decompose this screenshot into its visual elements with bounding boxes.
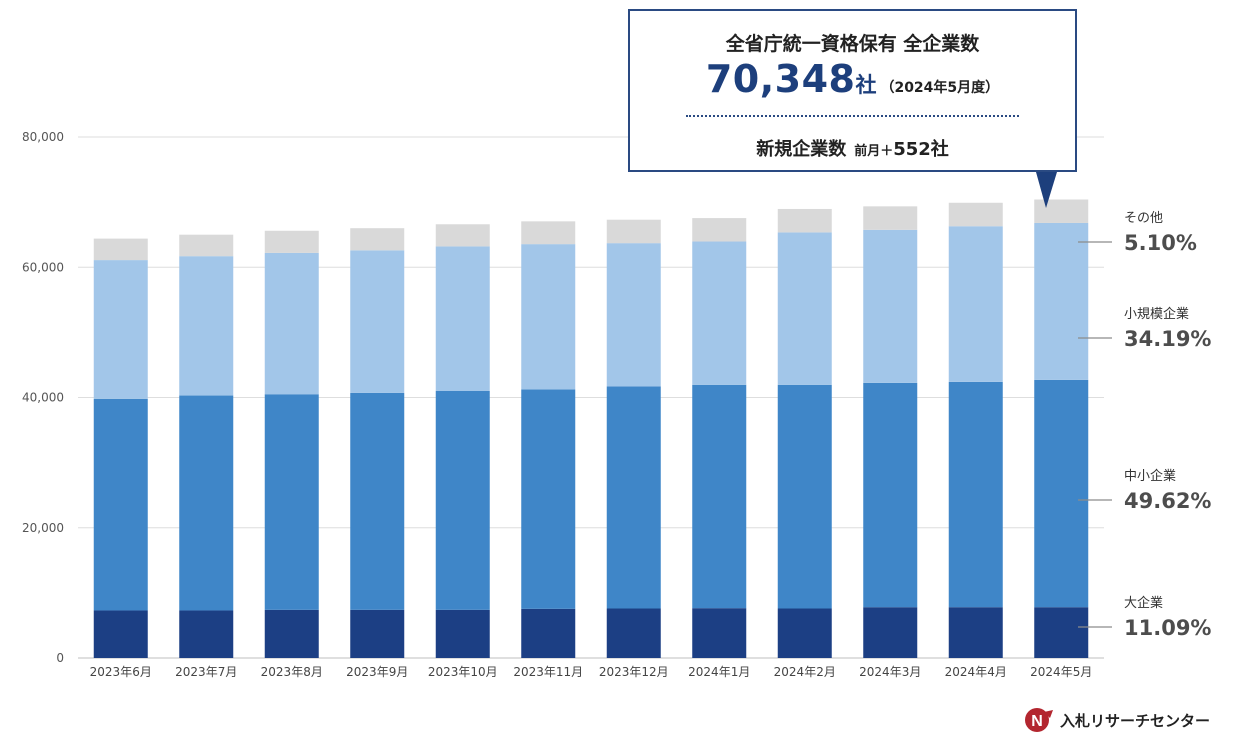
delta-value: 552社 <box>893 139 949 160</box>
bar-segment <box>521 221 576 245</box>
y-axis-labels: 0 20,000 40,000 60,000 80,000 <box>22 130 64 665</box>
share-series-name: 小規模企業 <box>1124 306 1189 322</box>
share-value: 34.19% <box>1124 327 1211 351</box>
bar-segment <box>777 208 832 233</box>
x-tick-label: 2023年8月 <box>261 665 323 679</box>
bar-segment <box>1034 379 1089 608</box>
x-tick-label: 2023年10月 <box>428 665 498 679</box>
y-tick-label: 80,000 <box>22 130 64 144</box>
y-tick-label: 60,000 <box>22 260 64 274</box>
bar-segment <box>521 608 576 658</box>
bar-segment <box>93 398 148 611</box>
share-series-name: 大企業 <box>1124 595 1163 611</box>
bar-segment <box>521 244 576 390</box>
y-tick-label: 40,000 <box>22 391 64 405</box>
x-tick-label: 2023年7月 <box>175 665 237 679</box>
callout-title: 全省庁統一資格保有 全企業数 <box>725 33 980 55</box>
bar-segment <box>948 226 1003 382</box>
bar-segment <box>264 609 319 658</box>
share-value: 5.10% <box>1124 231 1197 255</box>
dotted-separator <box>686 115 1019 117</box>
x-tick-label: 2024年4月 <box>945 665 1007 679</box>
bar-segment <box>777 608 832 658</box>
bar-segment <box>606 243 661 387</box>
callout-pointer <box>1036 172 1057 208</box>
bar-segment <box>264 230 319 253</box>
bar-segment <box>93 238 148 261</box>
x-tick-label: 2024年3月 <box>859 665 921 679</box>
grid-lines <box>78 136 1104 659</box>
bar-segment <box>350 250 405 393</box>
x-tick-label: 2023年11月 <box>513 665 583 679</box>
bar-segment <box>1034 199 1089 223</box>
bar-segment <box>1034 222 1089 380</box>
bar-segment <box>93 610 148 658</box>
share-series-name: その他 <box>1124 211 1163 226</box>
bar-segment <box>863 382 918 608</box>
brand-logo: N 入札リサーチセンター <box>1024 706 1210 734</box>
bar-segment <box>435 224 490 247</box>
bar-segment <box>350 392 405 610</box>
bar-segment <box>863 607 918 658</box>
new-companies-label: 新規企業数 <box>756 139 847 160</box>
bar-segment <box>264 394 319 610</box>
x-tick-label: 2024年5月 <box>1030 665 1092 679</box>
bar-segment <box>606 219 661 244</box>
bar-segment <box>948 607 1003 658</box>
bar-segment <box>521 389 576 609</box>
share-series-name: 中小企業 <box>1124 468 1176 484</box>
bar-segment <box>93 260 148 399</box>
bar-segment <box>435 390 490 610</box>
bar-segment <box>179 395 234 611</box>
bar-segment <box>179 610 234 658</box>
bar-segment <box>948 202 1003 227</box>
bar-segment <box>777 232 832 385</box>
x-tick-label: 2024年2月 <box>774 665 836 679</box>
bar-segment <box>692 384 747 609</box>
total-unit: 社 <box>855 73 877 97</box>
bar-segment <box>606 608 661 658</box>
bar-segment <box>948 381 1003 608</box>
bar-segment <box>435 246 490 391</box>
bar-segment <box>350 228 405 251</box>
x-tick-label: 2023年9月 <box>346 665 408 679</box>
summary-callout: 全省庁統一資格保有 全企業数 70,348社 （2024年5月度） 新規企業数 前月… <box>628 9 1077 172</box>
bar-segment <box>692 241 747 385</box>
callout-total-line: 70,348社 （2024年5月度） <box>630 57 1075 101</box>
new-companies-line: 新規企業数 前月＋552社 <box>630 135 1075 161</box>
total-companies-value: 70,348 <box>705 57 856 101</box>
bar-segment <box>692 608 747 658</box>
bar-segment <box>1034 607 1089 658</box>
share-labels: その他 5.10% 小規模企業 34.19% 中小企業 49.62% 大企業 11.09% <box>1078 211 1211 640</box>
bar-stacks <box>93 199 1089 658</box>
bar-segment <box>606 386 661 609</box>
x-tick-label: 2023年12月 <box>599 665 669 679</box>
x-axis-labels: 2023年6月 2023年7月 2023年8月 2023年9月 2023年10月 2023… <box>90 665 1093 679</box>
x-tick-label: 2023年6月 <box>90 665 152 679</box>
bar-segment <box>264 252 319 395</box>
bar-segment <box>692 218 747 242</box>
y-tick-label: 0 <box>56 651 64 665</box>
delta-label: 前月＋ <box>854 144 894 159</box>
bar-segment <box>863 206 918 230</box>
share-value: 49.62% <box>1124 489 1211 513</box>
brand-name: 入札リサーチセンター <box>1060 711 1211 730</box>
bar-segment <box>179 234 234 257</box>
share-value: 11.09% <box>1124 616 1211 640</box>
bar-segment <box>350 609 405 658</box>
bar-segment <box>777 384 832 609</box>
bar-segment <box>435 609 490 658</box>
period-label: （2024年5月度） <box>880 80 1000 96</box>
bar-segment <box>179 256 234 396</box>
x-tick-label: 2024年1月 <box>688 665 750 679</box>
y-tick-label: 20,000 <box>22 521 64 535</box>
bar-segment <box>863 229 918 383</box>
logo-mark-icon: N <box>1025 708 1053 732</box>
logo-letter: N <box>1031 713 1043 730</box>
